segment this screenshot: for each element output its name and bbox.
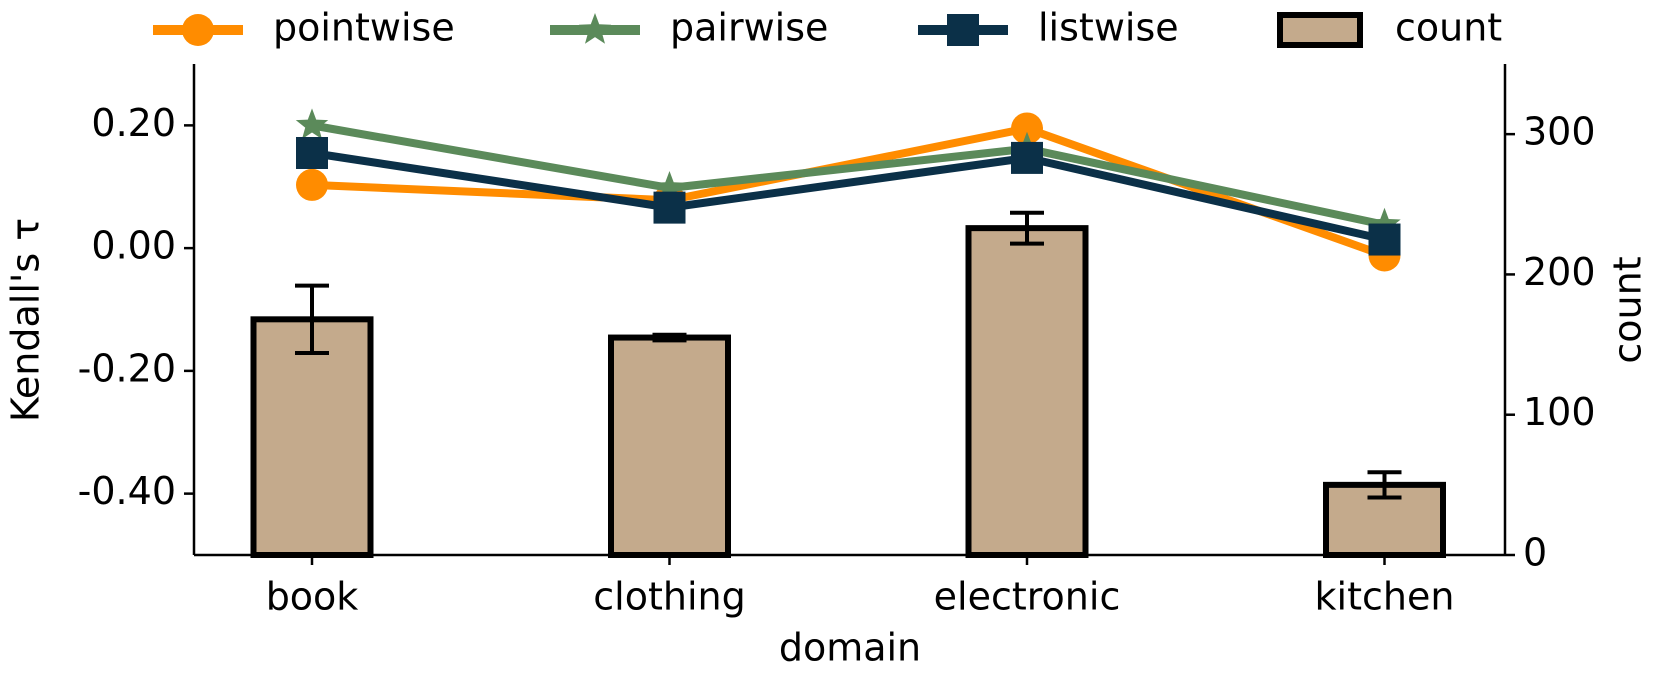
marker [1368, 223, 1401, 256]
marker [1368, 207, 1401, 239]
y-tick-label: -0.20 [78, 346, 176, 390]
y2-axis-label: count [1606, 256, 1650, 363]
legend-label: listwise [1038, 6, 1179, 50]
y2-tick-label: 200 [1523, 250, 1596, 294]
y-axis-label: Kendall's τ [4, 218, 48, 422]
x-tick-label: clothing [593, 575, 745, 619]
x-tick-label: electronic [934, 575, 1121, 619]
marker [1011, 112, 1043, 145]
y-tick-label: -0.40 [78, 469, 176, 513]
legend-label: count [1395, 6, 1502, 50]
legend-marker [947, 14, 979, 46]
line [311, 149, 1386, 244]
error-bar [1367, 470, 1402, 500]
y2-tick-label: 0 [1523, 531, 1547, 575]
x-tick-label: book [266, 575, 359, 619]
error-bar [295, 283, 329, 355]
legend-marker [182, 14, 214, 46]
bar [250, 316, 374, 558]
y-tick-label: 0.20 [91, 101, 176, 145]
y-tick-label: 0.00 [91, 224, 176, 268]
marker [295, 108, 329, 140]
line [311, 121, 1386, 229]
marker [296, 136, 328, 169]
legend-handle [1277, 12, 1363, 48]
marker [653, 171, 686, 202]
y2-tick-label: 300 [1523, 110, 1596, 154]
legend-label: pairwise [670, 6, 828, 50]
y2-tick-label: 100 [1523, 390, 1596, 434]
marker [1011, 141, 1043, 174]
x-axis-label: domain [779, 626, 921, 670]
legend-marker [578, 13, 612, 44]
marker [653, 191, 686, 224]
legend-label: pointwise [273, 6, 455, 50]
error-bar [652, 332, 687, 343]
marker [296, 168, 328, 201]
x-tick-label: kitchen [1315, 575, 1455, 619]
error-bar [1010, 210, 1044, 246]
bar [965, 225, 1089, 559]
bar [608, 334, 731, 558]
